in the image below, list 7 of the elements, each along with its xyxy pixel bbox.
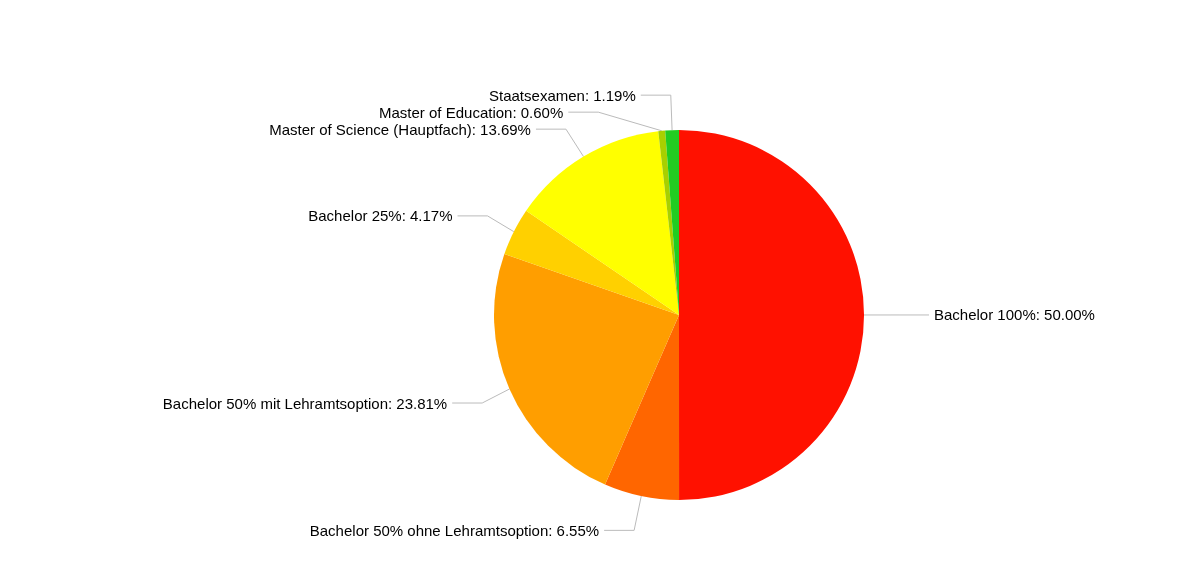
slice-label: Bachelor 50% ohne Lehramtsoption: 6.55%	[309, 521, 600, 539]
slice-label: Bachelor 100%: 50.00%	[934, 306, 1095, 324]
slice-label: Master of Education: 0.60%	[379, 103, 564, 121]
slice-label: Bachelor 25%: 4.17%	[308, 207, 453, 225]
slice-label: Staatsexamen: 1.19%	[489, 86, 636, 104]
slice-label: Bachelor 50% mit Lehramtsoption: 23.81%	[162, 394, 448, 412]
slice-label: Master of Science (Hauptfach): 13.69%	[269, 120, 531, 138]
